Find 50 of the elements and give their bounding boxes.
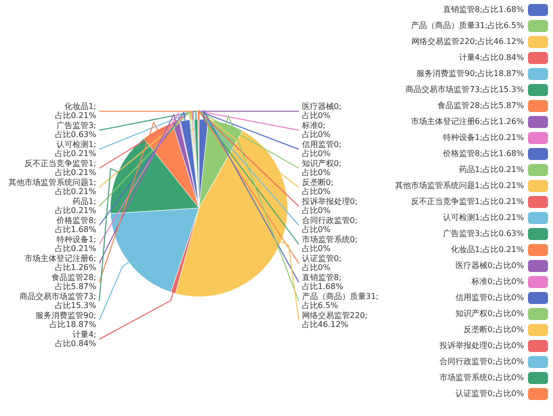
category-label: 认证监管0;占比0% (302, 254, 342, 272)
legend-label: 认证监管0;占比0% (456, 389, 524, 398)
category-label: 知识产权0;占比0% (302, 158, 342, 177)
slice-label: 其他市场监管系统问题1;占比0.21% (8, 178, 97, 196)
slice-label: 商品交易市场监管73;占比15.3% (19, 292, 97, 310)
legend-label: 服务消费监管90;占比18.87% (416, 69, 524, 78)
category-label: 标准0;占比0% (302, 120, 330, 139)
slice-label: 食品监管28;占比5.87% (51, 272, 97, 291)
slice-label: 广告监管3;占比0.63% (54, 120, 97, 139)
legend-label: 价格监管8;占比1.68% (442, 149, 524, 158)
category-label: 医疗器械0;占比0% (302, 102, 342, 120)
legend-label: 特种设备1;占比0.21% (442, 133, 524, 142)
legend-label: 商品交易市场监管73;占比15.3% (406, 85, 524, 94)
slice-label: 化妆品1;占比0.21% (54, 102, 97, 120)
legend-label: 直销监管8;占比1.68% (442, 5, 524, 14)
category-label: 市场监管系统0;占比0% (302, 234, 358, 253)
legend-label: 医疗器械0;占比0% (456, 261, 524, 270)
legend-label: 药品1;占比0.21% (458, 165, 524, 174)
legend-label: 信用监管0;占比0% (456, 293, 524, 302)
legend-label: 反不正当竞争监管1;占比0.21% (410, 197, 524, 206)
legend-label: 产品（商品）质量31;占比6.5% (410, 21, 524, 30)
legend-label: 网络交易监管220;占比46.12% (412, 37, 524, 46)
legend-label: 市场主体登记注册6;占比1.26% (410, 117, 524, 126)
legend-label: 食品监管28;占比5.87% (438, 101, 524, 110)
legend-label: 广告监管3;占比0.63% (442, 229, 524, 238)
legend-label: 计量4;占比0.84% (458, 53, 524, 62)
legend-label: 标准0;占比0% (470, 277, 524, 286)
slice-label: 药品1;占比0.21% (54, 196, 97, 215)
legend-label: 市场监管系统0;占比0% (440, 373, 524, 382)
slice-label: 直销监管8;占比1.68% (302, 272, 344, 291)
category-label: 反垄断0;占比0% (302, 178, 334, 196)
legend-label: 投诉举报处理0;占比0% (438, 341, 524, 350)
category-label: 信用监管0;占比0% (302, 140, 342, 158)
slice-label: 认可检测1;占比0.21% (54, 140, 97, 158)
slice-label: 网络交易监管220;占比46.12% (302, 310, 368, 329)
legend-label: 其他市场监管系统问题1;占比0.21% (394, 181, 524, 190)
slice-label: 特种设备1;占比0.21% (54, 234, 97, 253)
category-label: 合同行政监管0;占比0% (302, 216, 358, 234)
legend-label: 化妆品1;占比0.21% (450, 245, 524, 254)
legend-label: 认可检测1;占比0.21% (442, 213, 524, 222)
legend-label: 知识产权0;占比0% (456, 309, 524, 318)
slice-label: 反不正当竞争监管1;占比0.21% (24, 158, 97, 177)
slice-label: 服务消费监管90;占比18.87% (35, 310, 97, 329)
legend-label: 合同行政监管0;占比0% (440, 357, 524, 366)
slice-label: 产品（商品）质量31;占比6.5% (302, 292, 379, 310)
category-label: 投诉举报处理0;占比0% (302, 196, 358, 215)
slice-label: 价格监管8;占比1.68% (54, 216, 97, 234)
slice-label: 计量4;占比0.84% (54, 330, 97, 348)
slice-label: 市场主体登记注册6;占比1.26% (24, 254, 97, 272)
legend-label: 反垄断0;占比0% (464, 325, 524, 334)
